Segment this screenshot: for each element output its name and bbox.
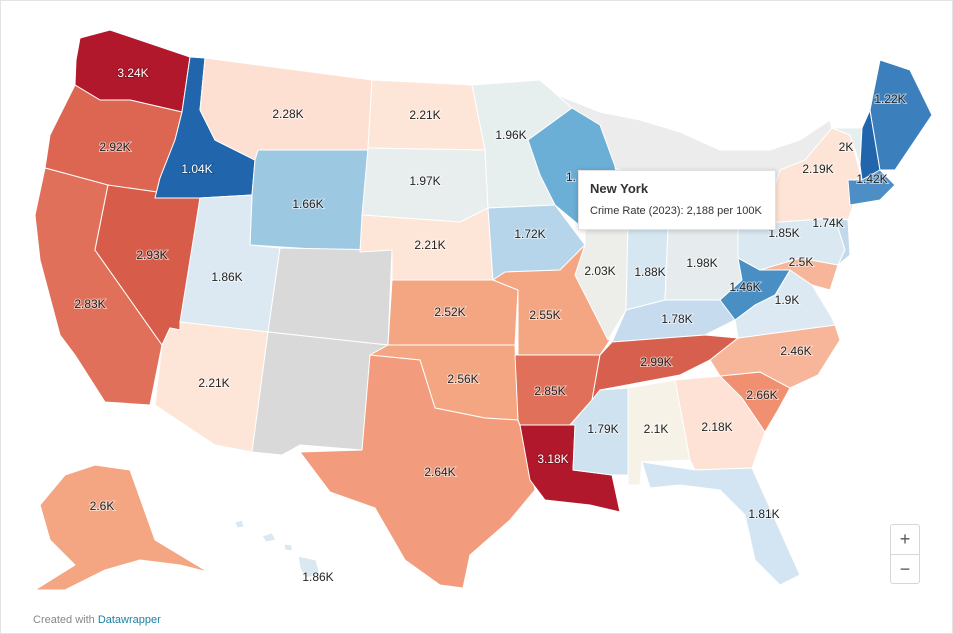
state-label-louisiana: 3.18K [537,452,568,466]
credit-line: Created with Datawrapper [33,614,161,626]
state-label-california: 2.83K [74,297,105,311]
state-kansas[interactable] [387,279,519,346]
state-label-south-dakota: 1.97K [409,174,440,188]
state-label-west-virginia: 1.46K [729,280,760,294]
state-label-washington: 3.24K [117,66,148,80]
state-label-north-carolina: 2.46K [780,344,811,358]
state-label-new-york: 2.19K [802,162,833,176]
state-label-wisconsin: 1. [566,170,576,184]
state-label-oklahoma: 2.56K [447,372,478,386]
state-massachusetts[interactable] [847,169,896,206]
state-label-iowa: 1.72K [514,227,545,241]
state-new-jersey[interactable] [834,217,851,266]
state-label-nebraska: 2.21K [414,238,445,252]
state-label-vermont: 2K [839,140,854,154]
state-label-montana: 2.28K [272,107,303,121]
state-label-ohio: 1.98K [686,256,717,270]
state-hawaii[interactable] [234,519,321,579]
state-label-alabama: 2.1K [644,422,669,436]
zoom-controls: + − [890,524,920,584]
state-label-illinois: 2.03K [584,264,615,278]
state-label-arizona: 2.21K [198,376,229,390]
state-tennessee[interactable] [591,334,739,401]
state-label-missouri: 2.55K [529,308,560,322]
state-california[interactable] [34,167,163,406]
state-label-georgia: 2.18K [701,420,732,434]
state-label-oregon: 2.92K [99,140,130,154]
state-label-texas: 2.64K [424,465,455,479]
state-colorado[interactable] [267,247,393,346]
state-label-tennessee: 2.99K [640,355,671,369]
zoom-out-button[interactable]: − [891,554,919,583]
state-label-idaho: 1.04K [181,162,212,176]
state-label-virginia: 1.9K [775,293,800,307]
state-texas[interactable] [299,354,536,589]
state-label-nevada: 2.93K [136,248,167,262]
state-maine[interactable] [869,59,933,171]
state-label-utah: 1.86K [211,270,242,284]
state-tooltip: New York Crime Rate (2023): 2,188 per 10… [578,170,776,230]
state-label-north-dakota: 2.21K [409,108,440,122]
state-label-florida: 1.81K [748,507,779,521]
state-label-new-jersey: 1.74K [812,216,843,230]
state-label-maine: 1.22K [874,92,905,106]
state-label-south-carolina: 2.66K [746,388,777,402]
state-label-maryland: 2.5K [789,255,814,269]
state-label-hawaii: 1.86K [302,570,333,584]
state-label-indiana: 1.88K [634,265,665,279]
tooltip-body: Crime Rate (2023): 2,188 per 100K [590,205,762,217]
state-label-kansas: 2.52K [434,305,465,319]
state-label-wyoming: 1.66K [292,197,323,211]
state-label-mississippi: 1.79K [587,422,618,436]
state-label-arkansas: 2.85K [534,384,565,398]
state-alaska[interactable] [34,464,209,591]
state-north-carolina[interactable] [709,324,841,389]
state-florida[interactable] [641,461,801,586]
zoom-in-button[interactable]: + [899,529,911,549]
datawrapper-link[interactable]: Datawrapper [97,614,161,626]
tooltip-title: New York [590,181,649,196]
state-label-massachusetts: 1.42K [856,172,887,186]
state-label-alaska: 2.6K [90,499,115,513]
state-label-kentucky: 1.78K [661,312,692,326]
credit-prefix: Created with [33,614,98,626]
state-label-minnesota: 1.96K [495,128,526,142]
